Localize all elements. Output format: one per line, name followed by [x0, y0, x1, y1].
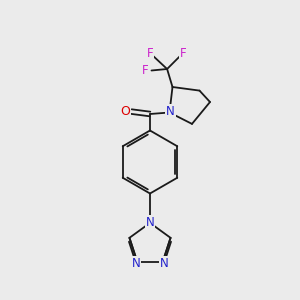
Text: F: F	[180, 47, 187, 60]
Text: N: N	[132, 257, 140, 270]
Text: N: N	[146, 216, 154, 229]
Text: N: N	[146, 216, 154, 229]
Text: F: F	[142, 64, 148, 77]
Text: F: F	[147, 47, 153, 60]
Text: N: N	[160, 257, 168, 270]
Text: O: O	[120, 105, 130, 118]
Text: N: N	[166, 105, 175, 118]
